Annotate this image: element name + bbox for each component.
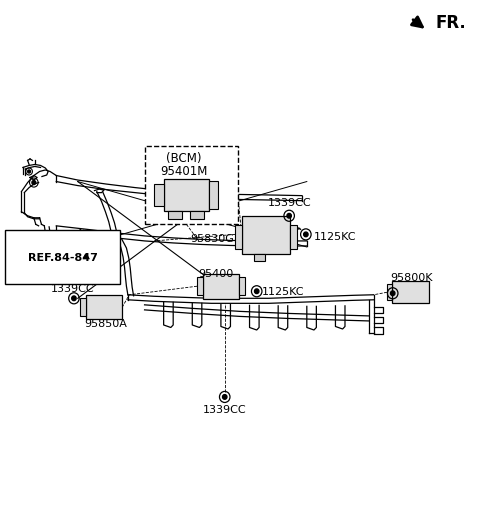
Text: 1339CC: 1339CC <box>203 404 247 414</box>
Circle shape <box>32 181 36 185</box>
FancyBboxPatch shape <box>239 278 245 296</box>
FancyBboxPatch shape <box>144 147 238 225</box>
FancyBboxPatch shape <box>387 285 392 300</box>
Text: 95800K: 95800K <box>391 273 433 283</box>
Text: 95850A: 95850A <box>84 319 127 329</box>
FancyBboxPatch shape <box>235 226 242 250</box>
FancyBboxPatch shape <box>86 296 121 320</box>
FancyBboxPatch shape <box>290 226 297 250</box>
Circle shape <box>28 171 31 174</box>
FancyBboxPatch shape <box>209 181 218 210</box>
Circle shape <box>287 214 291 219</box>
FancyBboxPatch shape <box>254 254 265 261</box>
Text: (BCM): (BCM) <box>166 152 202 165</box>
Text: 1125KC: 1125KC <box>262 287 304 296</box>
FancyBboxPatch shape <box>154 184 164 207</box>
Circle shape <box>391 291 395 296</box>
FancyBboxPatch shape <box>392 282 429 304</box>
Circle shape <box>254 289 259 294</box>
Text: 95400: 95400 <box>199 269 234 279</box>
Circle shape <box>72 296 76 301</box>
Text: 95401M: 95401M <box>160 165 207 178</box>
FancyBboxPatch shape <box>164 179 209 212</box>
Text: 1339CC: 1339CC <box>51 284 95 294</box>
Circle shape <box>304 233 308 237</box>
Text: 1339CC: 1339CC <box>267 197 311 207</box>
Text: 1125KC: 1125KC <box>314 231 357 241</box>
Circle shape <box>223 395 227 399</box>
Text: FR.: FR. <box>436 14 467 31</box>
Text: REF.84-847: REF.84-847 <box>28 252 97 263</box>
FancyBboxPatch shape <box>242 216 290 254</box>
FancyBboxPatch shape <box>190 212 204 219</box>
FancyBboxPatch shape <box>80 298 86 317</box>
Text: 95830G: 95830G <box>191 233 234 243</box>
FancyBboxPatch shape <box>203 274 239 299</box>
FancyBboxPatch shape <box>168 212 181 219</box>
FancyBboxPatch shape <box>197 278 203 296</box>
